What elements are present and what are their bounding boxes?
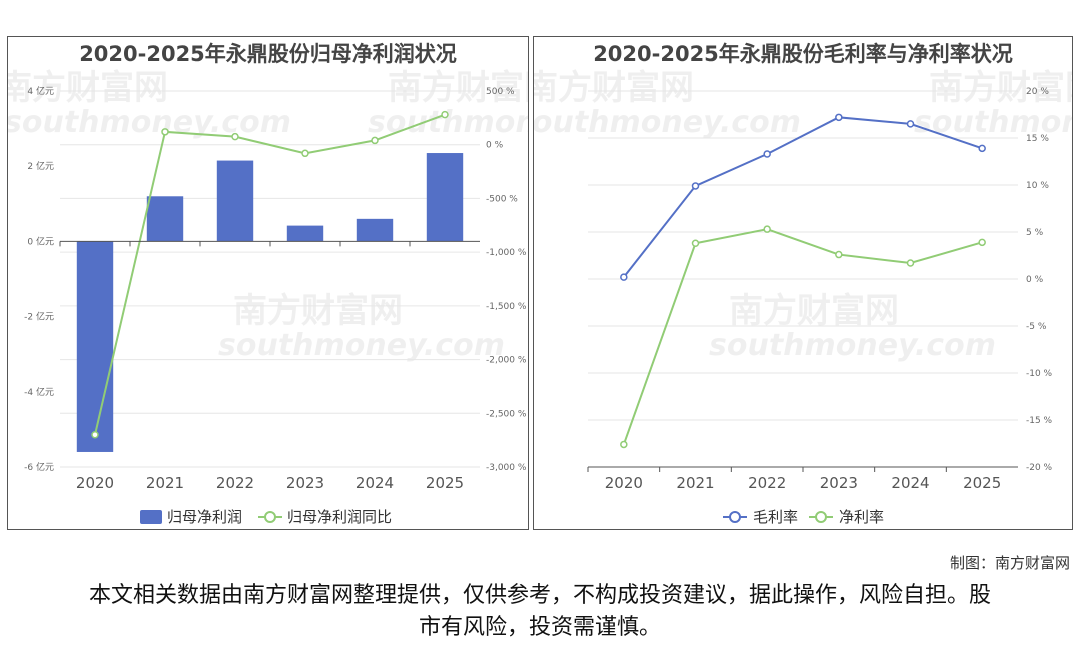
bar xyxy=(146,196,184,242)
watermark-cn: 南方财富网 xyxy=(534,68,694,108)
line-point xyxy=(91,431,99,439)
y-tick-right: -2,500 % xyxy=(486,409,527,419)
line-point xyxy=(691,182,700,190)
y-tick-right: 0 % xyxy=(486,141,504,151)
y-tick-right: -3,000 % xyxy=(486,463,527,473)
line-point xyxy=(763,150,771,158)
watermark: 南方财富网 southmoney.com 南方财富网 southmoney.co… xyxy=(514,68,1080,363)
y-tick-left: -6 亿元 xyxy=(24,461,54,473)
chart-credit: 制图：南方财富网 xyxy=(949,554,1070,572)
legend: 毛利率 净利率 xyxy=(723,508,884,526)
watermark-cn: 南方财富网 xyxy=(729,291,899,331)
x-tick-label: 2021 xyxy=(146,474,184,492)
net-profit-chart: 南方财富网 southmoney.com 南方财富网 southmoney.co… xyxy=(0,42,655,526)
watermark-cn: 南方财富网 xyxy=(8,68,168,108)
watermark-en: southmoney.com xyxy=(709,328,996,363)
x-tick-label: 2024 xyxy=(891,474,929,492)
line-point xyxy=(620,440,628,449)
legend-line-marker xyxy=(729,511,741,523)
legend-label-net-profit-yoy: 归母净利润同比 xyxy=(287,508,392,526)
y-tick-right: 500 % xyxy=(486,87,515,97)
line-series xyxy=(91,110,449,439)
x-tick-label: 2021 xyxy=(676,474,714,492)
watermark-en: southmoney.com xyxy=(218,328,505,363)
margin-chart: 南方财富网 southmoney.com 南方财富网 southmoney.co… xyxy=(514,42,1080,526)
right-chart-panel: 南方财富网 southmoney.com 南方财富网 southmoney.co… xyxy=(514,36,1080,530)
x-tick-label: 2023 xyxy=(820,474,858,492)
line-point xyxy=(835,250,843,259)
y-tick-right: -1,000 % xyxy=(486,248,527,258)
x-tick-label: 2024 xyxy=(356,474,394,492)
watermark-en: southmoney.com xyxy=(534,105,801,140)
y-tick-left: 0 亿元 xyxy=(27,235,54,247)
axes: 20 % 15 % 10 % 5 % 0 % -5 % -10 % -15 % -20 % 202… xyxy=(587,87,1053,492)
y-tick-right: 0 % xyxy=(1026,275,1044,285)
legend-label-gross-margin: 毛利率 xyxy=(753,508,798,526)
y-tick-left: 2 亿元 xyxy=(27,160,54,172)
line-point xyxy=(161,128,169,136)
y-tick-right: -15 % xyxy=(1026,416,1053,426)
legend-line-marker xyxy=(815,511,827,523)
disclaimer-text: 本文相关数据由南方财富网整理提供，仅供参考，不构成投资建议，据此操作，风险自担。… xyxy=(88,583,991,640)
y-tick-right: -20 % xyxy=(1026,463,1053,473)
line-point xyxy=(620,273,628,281)
line-point xyxy=(371,136,379,145)
line-series xyxy=(620,113,986,449)
bar xyxy=(216,160,254,242)
y-tick-right: -5 % xyxy=(1026,322,1047,332)
line-point xyxy=(691,239,700,248)
legend-bar-swatch xyxy=(140,510,162,524)
line-point xyxy=(763,225,771,233)
y-tick-right: -10 % xyxy=(1026,369,1053,379)
y-tick-right: -1,500 % xyxy=(486,302,527,312)
y-tick-right: 15 % xyxy=(1026,134,1049,144)
x-tick-label: 2020 xyxy=(605,474,643,492)
chart-title: 2020-2025年永鼎股份归母净利润状况 xyxy=(79,42,457,66)
grid xyxy=(588,90,1018,468)
bar-series xyxy=(76,153,464,452)
x-tick-label: 2025 xyxy=(963,474,1001,492)
x-tick-label: 2022 xyxy=(216,474,254,492)
y-tick-right: 5 % xyxy=(1026,228,1044,238)
x-tick-label: 2025 xyxy=(426,474,464,492)
legend-line-marker xyxy=(264,511,276,523)
y-tick-left: -4 亿元 xyxy=(24,386,54,398)
line-point xyxy=(978,238,986,247)
line-point xyxy=(906,120,915,128)
legend-label-net-profit: 归母净利润 xyxy=(167,508,242,526)
y-tick-right: -500 % xyxy=(486,194,518,204)
series-line xyxy=(623,116,983,278)
bar xyxy=(356,218,394,242)
x-tick-label: 2023 xyxy=(286,474,324,492)
line-point xyxy=(978,144,986,153)
legend-label-net-margin: 净利率 xyxy=(839,508,884,526)
y-tick-right: 10 % xyxy=(1026,181,1049,191)
line-point xyxy=(835,113,843,122)
watermark-cn: 南方财富网 xyxy=(233,291,403,331)
x-tick-label: 2020 xyxy=(76,474,114,492)
bar xyxy=(76,241,114,452)
line-point xyxy=(301,149,309,158)
line-point xyxy=(441,110,449,119)
chart-title: 2020-2025年永鼎股份毛利率与净利率状况 xyxy=(593,42,1013,66)
y-tick-left: -2 亿元 xyxy=(24,311,54,323)
line-point xyxy=(231,132,239,141)
x-tick-label: 2022 xyxy=(748,474,786,492)
series-line xyxy=(622,228,983,445)
left-chart-panel: 南方财富网 southmoney.com 南方财富网 southmoney.co… xyxy=(0,36,655,530)
bar xyxy=(426,153,464,242)
y-tick-right: -2,000 % xyxy=(486,356,527,366)
y-tick-left: 4 亿元 xyxy=(27,85,54,97)
y-tick-right: 20 % xyxy=(1026,87,1049,97)
axes: 500 % 0 % -500 % -1,000 % -1,500 % -2,000 % -2… xyxy=(24,85,527,492)
watermark-cn: 南方财富网 xyxy=(929,68,1072,108)
series-line xyxy=(94,113,446,435)
watermark-en: southmoney.com xyxy=(8,105,291,140)
legend: 归母净利润 归母净利润同比 xyxy=(140,508,392,526)
line-point xyxy=(906,259,915,267)
bar xyxy=(286,225,324,242)
grid xyxy=(60,90,480,468)
